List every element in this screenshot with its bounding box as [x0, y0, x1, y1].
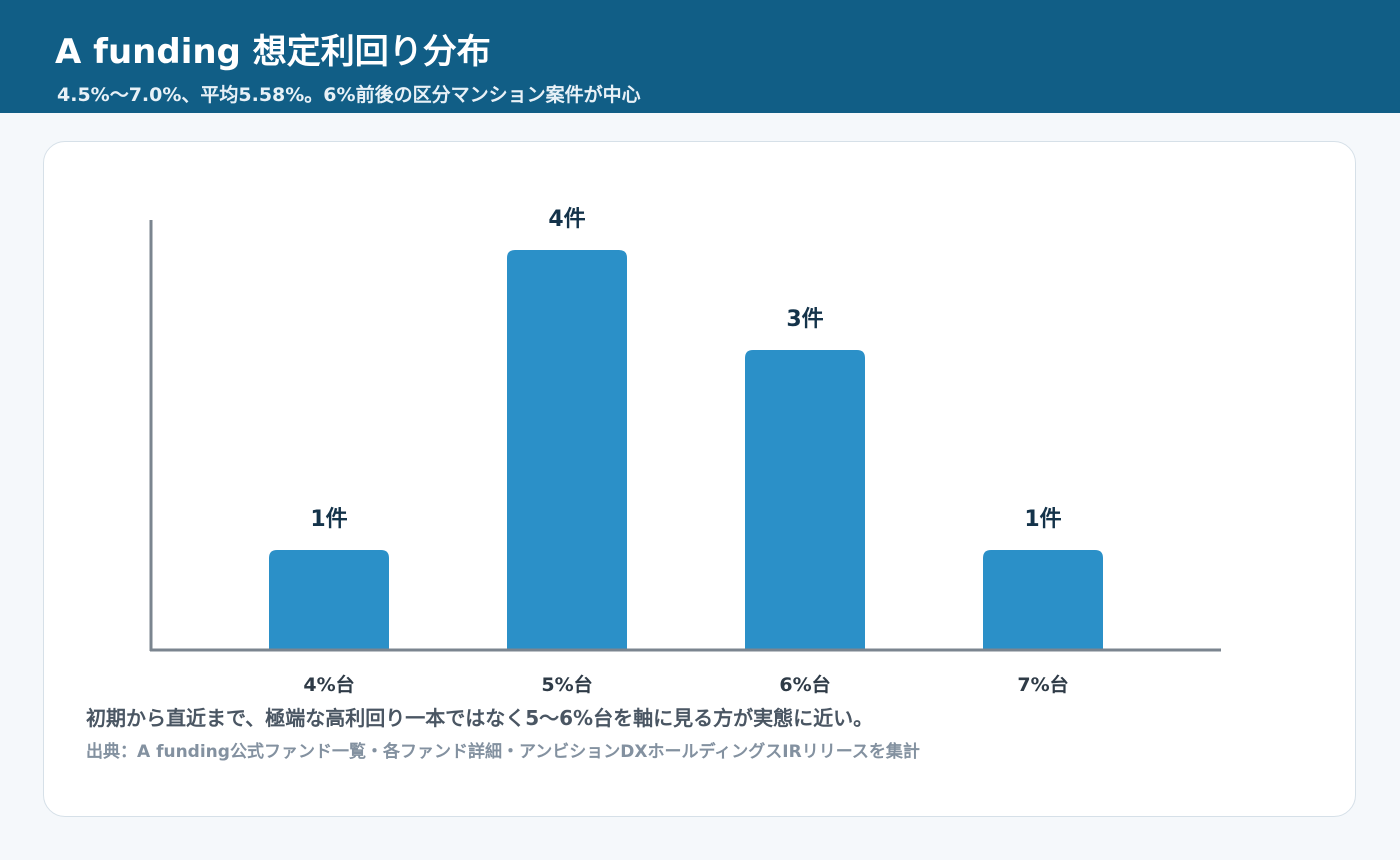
page-subtitle: 4.5%〜7.0%、平均5.58%。6%前後の区分マンション案件が中心	[57, 84, 641, 106]
bar	[507, 250, 627, 650]
bar	[269, 550, 389, 650]
bar-chart: 1件 4%台 4件 5%台 3件 6%台 1件 7%台	[149, 207, 1221, 696]
data-label: 3件	[786, 307, 823, 332]
bar	[983, 550, 1103, 650]
data-label: 4件	[548, 207, 585, 232]
chart-card: 1件 4%台 4件 5%台 3件 6%台 1件 7%台 初期から直近まで、極端な高利回り一本で…	[43, 141, 1356, 817]
x-tick-label: 5%台	[541, 673, 592, 696]
x-tick-label: 4%台	[303, 673, 354, 696]
chart-note: 初期から直近まで、極端な高利回り一本ではなく5〜6%台を軸に見る方が実態に近い。	[86, 706, 874, 730]
header-banner: A funding 想定利回り分布 4.5%〜7.0%、平均5.58%。6%前後…	[0, 0, 1400, 113]
data-label: 1件	[1024, 507, 1061, 532]
page-title: A funding 想定利回り分布	[55, 32, 491, 72]
x-tick-label: 7%台	[1017, 673, 1068, 696]
data-label: 1件	[310, 507, 347, 532]
bar	[745, 350, 865, 650]
source-note: 出典：A funding公式ファンド一覧・各ファンド詳細・アンビションDXホール…	[86, 742, 920, 762]
x-tick-label: 6%台	[779, 673, 830, 696]
